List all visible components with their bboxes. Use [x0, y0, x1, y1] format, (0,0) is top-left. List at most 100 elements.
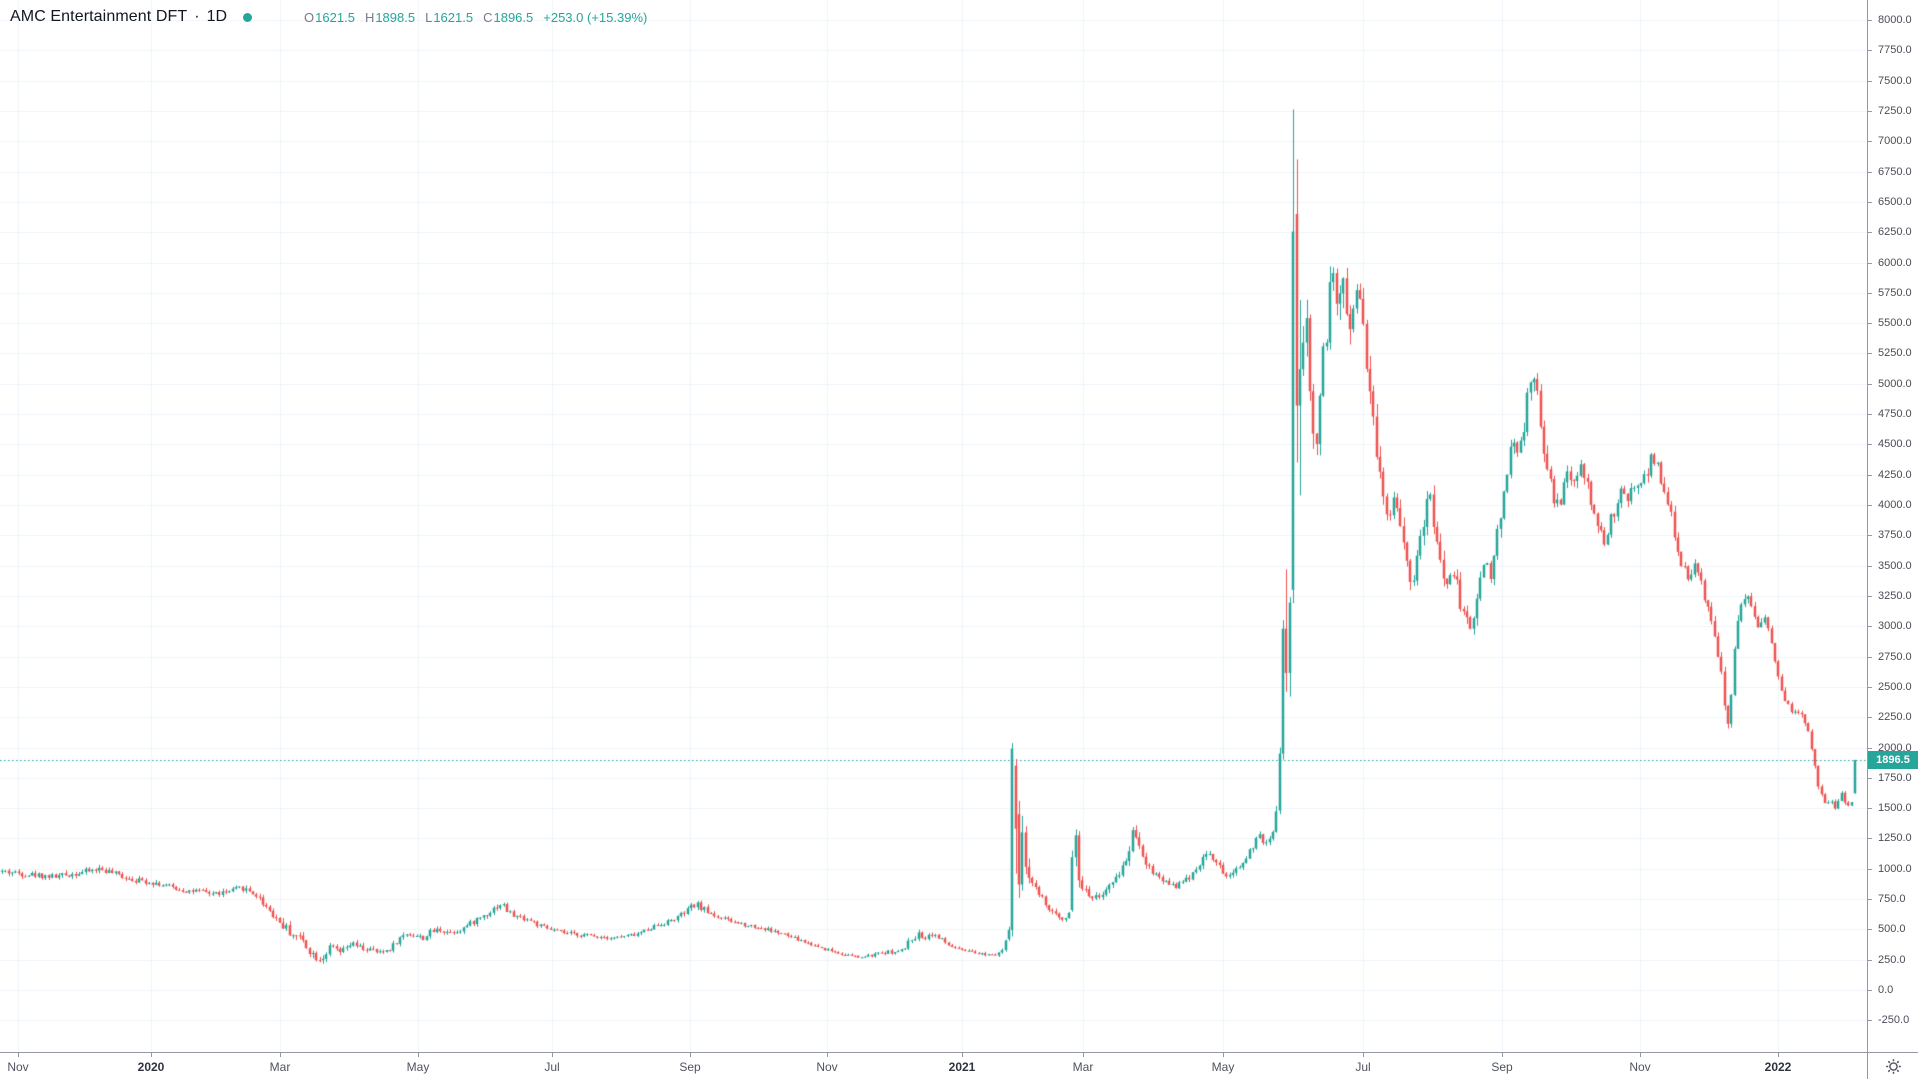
price-tick-mark	[1868, 1020, 1872, 1021]
legend-separator: ·	[194, 8, 200, 25]
close-label: C	[483, 9, 493, 25]
symbol-legend: AMC Entertainment DFT · 1D O 1621.5 H 18…	[10, 7, 647, 27]
price-tick-mark	[1868, 475, 1872, 476]
price-tick-mark	[1868, 50, 1872, 51]
time-tick-mark	[1640, 1053, 1641, 1057]
price-tick-mark	[1868, 808, 1872, 809]
price-tick-label: 2250.0	[1878, 711, 1912, 724]
low-value: 1621.5	[433, 9, 474, 25]
time-tick-mark	[1778, 1053, 1779, 1057]
price-tick-mark	[1868, 899, 1872, 900]
time-tick-label: Mar	[1072, 1060, 1094, 1074]
time-tick-label: Mar	[269, 1060, 291, 1074]
price-tick-mark	[1868, 172, 1872, 173]
time-tick-label: Nov	[7, 1060, 29, 1074]
price-tick-label: 8000.0	[1878, 14, 1912, 26]
price-axis[interactable]: 1896.5 -250.0 0.0 250.0 500.0 750.0 1000.0 125…	[1868, 0, 1918, 1052]
price-tick-mark	[1868, 263, 1872, 264]
time-tick-mark	[1502, 1053, 1503, 1057]
price-axis-border	[1867, 0, 1868, 1079]
time-tick-label: Sep	[679, 1060, 701, 1074]
time-tick-mark	[1083, 1053, 1084, 1057]
time-tick-label: Sep	[1491, 1060, 1513, 1074]
time-tick-label: May	[406, 1060, 430, 1074]
price-tick-label: 7500.0	[1878, 74, 1912, 87]
price-tick-label: 750.0	[1878, 893, 1906, 906]
price-tick-label: 1000.0	[1878, 862, 1912, 875]
price-tick-label: 4000.0	[1878, 499, 1912, 511]
price-tick-label: 7000.0	[1878, 135, 1912, 148]
price-tick-mark	[1868, 960, 1872, 961]
low-label: L	[425, 9, 433, 25]
time-tick-mark	[1223, 1053, 1224, 1057]
interval-label[interactable]: 1D	[206, 8, 228, 25]
time-axis[interactable]: Nov 2020 Mar May Jul Sep Nov 2021 Mar May Jul Sep No…	[0, 1053, 1867, 1079]
price-tick-mark	[1868, 535, 1872, 536]
open-value: 1621.5	[315, 9, 355, 25]
time-tick-label: Jul	[544, 1060, 560, 1074]
price-tick-mark	[1868, 232, 1872, 233]
price-tick-mark	[1868, 384, 1872, 385]
time-tick-label: 2022	[1764, 1060, 1792, 1074]
price-tick-label: 6000.0	[1878, 256, 1912, 269]
price-tick-mark	[1868, 444, 1872, 445]
price-tick-label: 4250.0	[1878, 468, 1912, 481]
price-tick-mark	[1868, 81, 1872, 82]
price-tick-mark	[1868, 566, 1872, 567]
price-tick-mark	[1868, 202, 1872, 203]
price-tick-label: 3750.0	[1878, 529, 1912, 542]
price-tick-label: 5000.0	[1878, 377, 1912, 390]
price-tick-label: 7750.0	[1878, 44, 1912, 57]
candlestick-chart[interactable]	[0, 0, 1867, 1052]
price-tick-mark	[1868, 687, 1872, 688]
price-tick-label: 1250.0	[1878, 832, 1912, 845]
time-tick-mark	[151, 1053, 152, 1057]
time-tick-mark	[552, 1053, 553, 1057]
price-tick-label: 7250.0	[1878, 104, 1912, 117]
axis-corner	[1868, 1053, 1918, 1079]
price-tick-mark	[1868, 838, 1872, 839]
price-tick-label: 6250.0	[1878, 226, 1912, 239]
price-tick-label: -250.0	[1878, 1014, 1910, 1027]
price-tick-mark	[1868, 414, 1872, 415]
time-tick-label: Jul	[1355, 1060, 1371, 1074]
time-tick-mark	[1363, 1053, 1364, 1057]
price-tick-label: 4500.0	[1878, 438, 1912, 451]
symbol-title[interactable]: AMC Entertainment DFT	[10, 8, 188, 25]
price-tick-mark	[1868, 353, 1872, 354]
time-tick-mark	[418, 1053, 419, 1057]
price-tick-label: 2750.0	[1878, 650, 1912, 663]
price-tick-mark	[1868, 111, 1872, 112]
price-tick-label: 2000.0	[1878, 741, 1912, 754]
price-tick-mark	[1868, 596, 1872, 597]
close-value: 1896.5	[493, 9, 534, 25]
open-label: O	[304, 9, 315, 25]
price-tick-mark	[1868, 657, 1872, 658]
price-tick-label: 3000.0	[1878, 620, 1912, 633]
ohlc-readout: O 1621.5 H 1898.5 L 1621.5 C 1896.5 +253…	[304, 10, 647, 25]
time-tick-mark	[18, 1053, 19, 1057]
price-tick-mark	[1868, 626, 1872, 627]
time-tick-label: 2021	[948, 1060, 976, 1074]
gear-icon	[1885, 1058, 1901, 1074]
axis-settings-button[interactable]	[1885, 1058, 1902, 1075]
high-label: H	[364, 9, 375, 25]
time-axis-border	[0, 1052, 1918, 1053]
price-tick-label: 5250.0	[1878, 347, 1912, 360]
time-tick-mark	[280, 1053, 281, 1057]
price-tick-label: 4750.0	[1878, 408, 1912, 421]
price-tick-mark	[1868, 748, 1872, 749]
price-tick-label: 3250.0	[1878, 589, 1912, 602]
price-tick-mark	[1868, 929, 1872, 930]
price-tick-mark	[1868, 505, 1872, 506]
price-tick-label: 6750.0	[1878, 165, 1912, 178]
time-tick-mark	[690, 1053, 691, 1057]
price-tick-label: 6500.0	[1878, 195, 1912, 208]
price-tick-label: 5500.0	[1878, 317, 1912, 330]
price-tick-label: 5750.0	[1878, 286, 1912, 299]
price-tick-mark	[1868, 990, 1872, 991]
price-tick-mark	[1868, 20, 1872, 21]
price-tick-mark	[1868, 141, 1872, 142]
price-tick-label: 1500.0	[1878, 802, 1912, 815]
time-tick-label: Nov	[1629, 1060, 1651, 1074]
